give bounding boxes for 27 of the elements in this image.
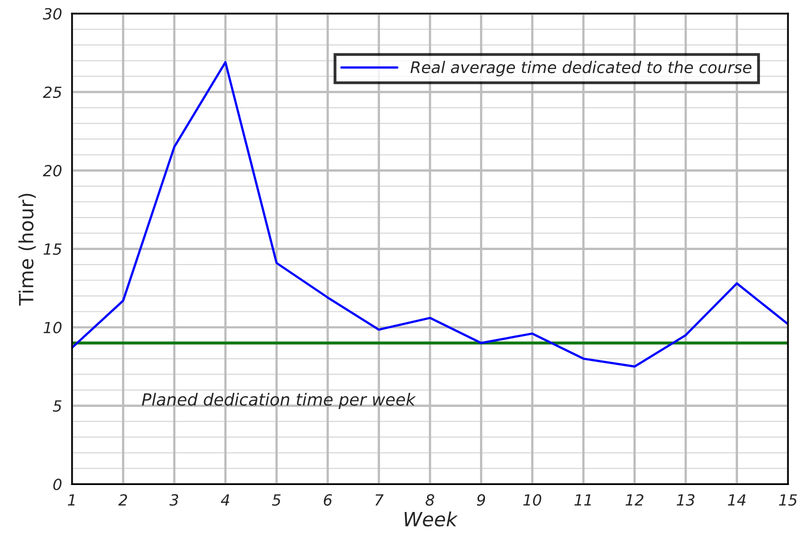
x-tick-label: 1 — [68, 494, 75, 506]
x-tick-label: 13 — [676, 494, 694, 506]
line-series — [72, 61, 788, 368]
x-axis-title: Week — [404, 511, 458, 526]
y-tick-label: 5 — [52, 400, 62, 412]
y-tick-label: 25 — [42, 86, 62, 98]
y-tick-label: 15 — [44, 244, 62, 255]
x-tick-label: 12 — [626, 494, 644, 506]
y-axis-title: Time (hour) — [18, 194, 36, 306]
y-tick-label: 10 — [44, 322, 62, 334]
x-tick-label: 2 — [118, 494, 128, 506]
x-tick-label: 14 — [728, 494, 746, 506]
x-tick-label: 15 — [779, 494, 797, 506]
y-tick-label: 20 — [42, 164, 62, 176]
x-tick-label: 8 — [426, 494, 434, 506]
x-tick-label: 7 — [375, 494, 384, 506]
y-tick-label: 30 — [42, 8, 62, 20]
x-tick-label: 9 — [476, 494, 486, 506]
x-tick-label: 4 — [220, 494, 230, 506]
x-tick-label: 6 — [324, 494, 332, 506]
x-tick-label: 3 — [169, 494, 178, 506]
x-tick-label: 5 — [272, 494, 281, 506]
x-tick-label: 11 — [574, 494, 591, 506]
ref-line-label: Planed dedication time per week — [142, 392, 416, 409]
y-tick-label: 0 — [53, 478, 62, 490]
x-tick-label: 10 — [523, 494, 542, 506]
legend-label: Real average time dedicated to the course — [410, 60, 752, 76]
